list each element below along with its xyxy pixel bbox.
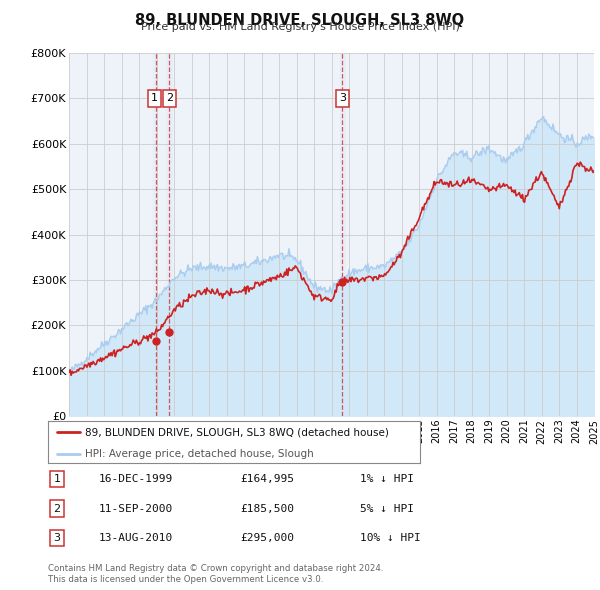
Text: 2: 2 [53,504,61,513]
Text: £295,000: £295,000 [240,533,294,543]
Text: This data is licensed under the Open Government Licence v3.0.: This data is licensed under the Open Gov… [48,575,323,584]
Text: 89, BLUNDEN DRIVE, SLOUGH, SL3 8WQ: 89, BLUNDEN DRIVE, SLOUGH, SL3 8WQ [136,13,464,28]
Text: 1: 1 [151,93,158,103]
Text: 89, BLUNDEN DRIVE, SLOUGH, SL3 8WQ (detached house): 89, BLUNDEN DRIVE, SLOUGH, SL3 8WQ (deta… [85,427,389,437]
Text: 10% ↓ HPI: 10% ↓ HPI [360,533,421,543]
Text: £185,500: £185,500 [240,504,294,513]
Text: 1: 1 [53,474,61,484]
Text: 11-SEP-2000: 11-SEP-2000 [99,504,173,513]
Text: HPI: Average price, detached house, Slough: HPI: Average price, detached house, Slou… [85,449,314,459]
Bar [340,53,345,416]
Bar [166,53,172,416]
Text: 3: 3 [53,533,61,543]
Bar [153,53,157,416]
Text: 5% ↓ HPI: 5% ↓ HPI [360,504,414,513]
Text: 1% ↓ HPI: 1% ↓ HPI [360,474,414,484]
Text: 2: 2 [166,93,173,103]
Text: 16-DEC-1999: 16-DEC-1999 [99,474,173,484]
Text: Contains HM Land Registry data © Crown copyright and database right 2024.: Contains HM Land Registry data © Crown c… [48,565,383,573]
Text: £164,995: £164,995 [240,474,294,484]
Text: 13-AUG-2010: 13-AUG-2010 [99,533,173,543]
Text: Price paid vs. HM Land Registry's House Price Index (HPI): Price paid vs. HM Land Registry's House … [140,22,460,32]
Text: 3: 3 [339,93,346,103]
